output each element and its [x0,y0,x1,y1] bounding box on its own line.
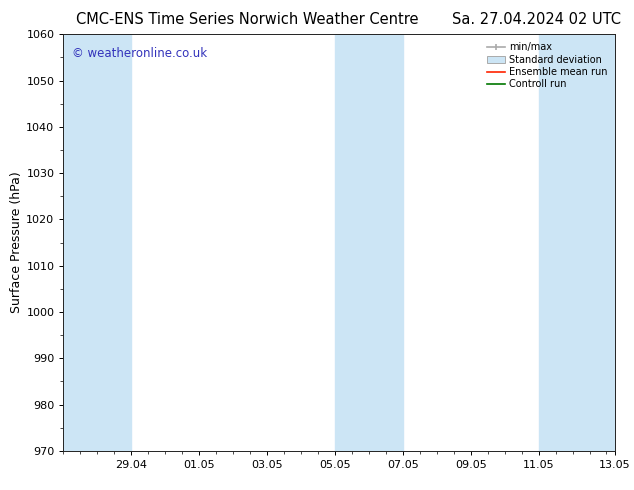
Legend: min/max, Standard deviation, Ensemble mean run, Controll run: min/max, Standard deviation, Ensemble me… [484,39,610,92]
Y-axis label: Surface Pressure (hPa): Surface Pressure (hPa) [11,172,23,314]
Bar [335,34,403,451]
Text: Sa. 27.04.2024 02 UTC: Sa. 27.04.2024 02 UTC [452,12,621,27]
Text: CMC-ENS Time Series Norwich Weather Centre: CMC-ENS Time Series Norwich Weather Cent… [76,12,418,27]
Text: © weatheronline.co.uk: © weatheronline.co.uk [72,47,207,60]
Bar [63,34,131,451]
Bar [539,34,615,451]
